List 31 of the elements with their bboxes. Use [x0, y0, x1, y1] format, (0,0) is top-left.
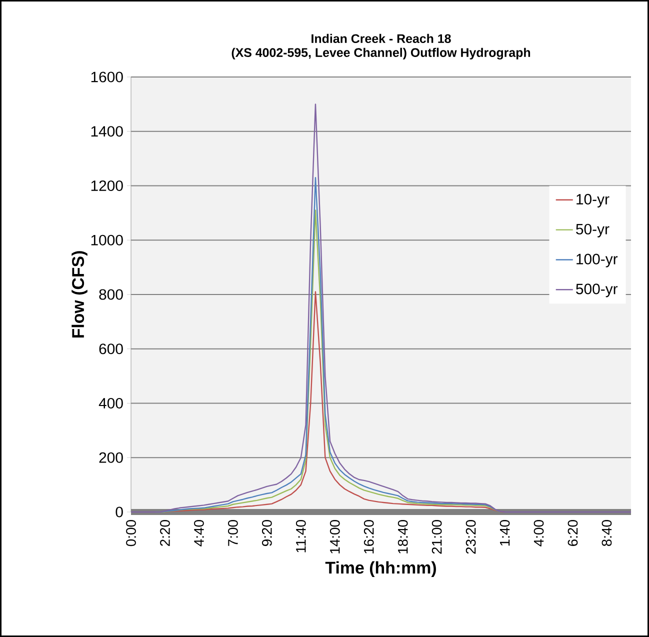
x-tick-label: 16:20	[364, 520, 374, 554]
y-tick-label: 1200	[91, 180, 123, 192]
x-tick-label: 8:40	[602, 520, 612, 546]
legend-label: 50-yr	[576, 224, 610, 238]
x-tick-label: 6:20	[568, 520, 578, 546]
x-tick-label: 18:40	[398, 520, 408, 554]
legend-label: 500-yr	[576, 284, 618, 298]
x-tick-label: 2:20	[160, 520, 170, 546]
legend-label: 10-yr	[576, 194, 610, 208]
y-tick-label: 600	[99, 344, 123, 354]
x-tick-label: 7:00	[228, 520, 238, 546]
x-tick-label: 1:40	[500, 520, 510, 546]
x-tick-label: 0:00	[126, 520, 136, 546]
x-axis-title: Time (hh:mm)	[325, 561, 436, 578]
y-tick-label: 200	[99, 452, 123, 463]
legend-label: 100-yr	[576, 254, 618, 268]
y-axis-title: Flow (CFS)	[72, 251, 88, 338]
x-tick-label: 23:20	[466, 520, 476, 554]
y-tick-label: 1600	[91, 72, 123, 82]
x-tick-label: 21:00	[432, 520, 442, 554]
y-tick-label: 0	[116, 506, 123, 518]
y-tick-label: 1000	[91, 234, 123, 246]
x-tick-label: 4:00	[534, 520, 544, 546]
x-tick-label: 9:20	[262, 520, 272, 546]
x-tick-label: 11:40	[296, 520, 306, 552]
x-tick-label: 14:00	[330, 520, 340, 554]
y-tick-label: 800	[99, 289, 123, 300]
y-tick-label: 1400	[91, 126, 123, 137]
y-tick-label: 400	[98, 398, 123, 409]
x-tick-label: 4:40	[194, 520, 204, 546]
chart-title: Indian Creek - Reach 18 (XS 4002-595, Levee Channel) Outflow Hydrograph	[232, 34, 530, 60]
